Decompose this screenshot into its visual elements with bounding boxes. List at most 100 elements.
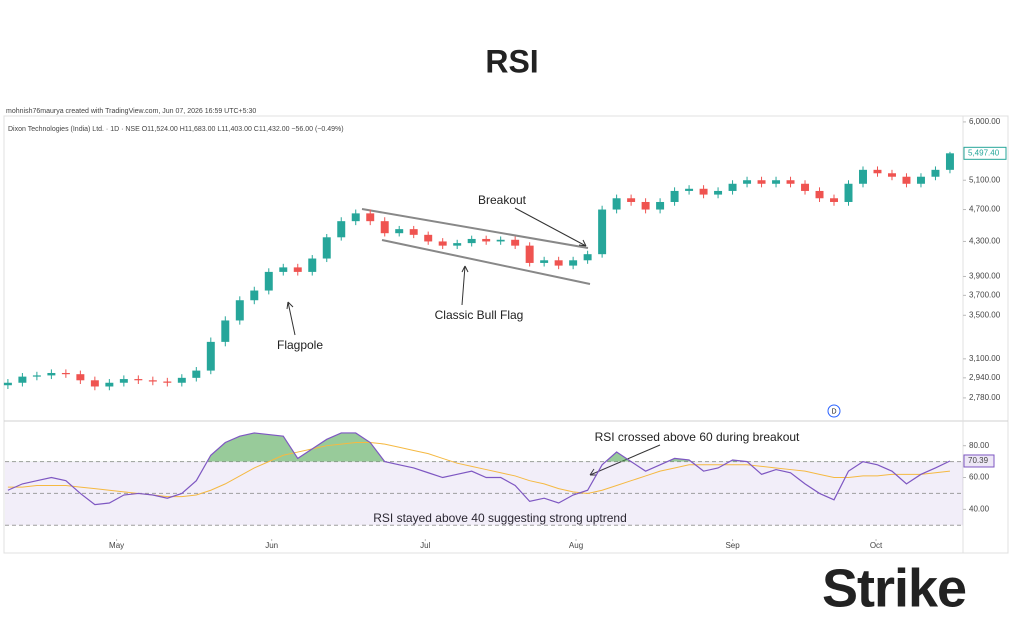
arrow [286,301,296,336]
y-tick-label: 2,940.00 [969,373,1001,382]
annotation: Classic Bull Flag [435,308,524,322]
annotation: RSI crossed above 60 during breakout [595,430,800,444]
rsi-line [7,432,951,506]
candle-body [583,254,592,261]
candle-body [453,243,462,246]
candle-body [931,169,940,177]
candle-body [757,180,766,184]
y-tick-label: 4,300.00 [969,237,1001,246]
candle-body [612,198,621,210]
candle-body [380,221,389,234]
candle-body [148,380,157,382]
candle-body [830,198,838,202]
flag-lower [381,239,591,285]
candle-body [786,180,795,184]
candle-body [308,258,317,272]
candle-body [801,183,810,191]
annotation: RSI stayed above 40 suggesting strong up… [373,511,627,525]
candle-body [119,379,128,383]
candle-body [279,267,288,272]
x-tick-label: Sep [725,541,740,550]
candle-body [641,201,650,210]
candle-body [743,180,752,184]
candle-body [134,379,143,381]
candle-body [902,176,911,184]
candle-body [815,190,824,199]
candle-body [409,229,418,235]
candle-body [395,229,404,234]
x-tick-label: Jul [420,541,430,550]
candle-body [163,381,172,383]
annotation: Flagpole [277,338,323,352]
candle-body [235,300,244,321]
candle-body [728,183,737,191]
y-tick-label: 3,500.00 [969,310,1001,319]
candle-body [105,382,114,387]
y-tick-label: 80.00 [969,441,990,450]
candle-body [945,153,954,170]
value-label: 70.39 [968,456,989,465]
candle-body [221,320,230,342]
x-tick-label: Jun [265,541,278,550]
candle-body [61,372,70,375]
last-price-label: 5,497.40 [968,148,1000,157]
chart-title: RSI [485,43,538,79]
candle-body [206,341,215,371]
candle-body [699,188,708,195]
candle-body [873,169,882,174]
annotation: Breakout [478,193,527,207]
event-marker-label: D [831,408,836,415]
y-tick-label: 3,900.00 [969,272,1001,281]
y-tick-label: 2,780.00 [969,393,1001,402]
candle-body [90,380,99,387]
x-tick-label: Aug [569,541,583,550]
candle-body [76,374,85,381]
candle-body [351,213,360,222]
candle-body [887,173,896,177]
overbought-fill [207,432,950,462]
candle-body [192,370,201,378]
y-tick-label: 6,000.00 [969,117,1001,126]
candle-body [554,260,563,266]
candle-body [496,239,505,242]
y-tick-label: 3,700.00 [969,290,1001,299]
candle-body [366,213,375,222]
event-marker [827,404,841,418]
y-tick-label: 5,100.00 [969,175,1001,184]
x-tick-label: Oct [870,541,883,550]
credit: mohnish76maurya created with TradingView… [6,108,256,115]
candle-body [293,267,302,272]
candle-body [627,198,636,202]
candle-body [772,180,781,184]
last-price-tag [963,146,1007,160]
candle-body [670,190,679,202]
pane-border [3,115,1009,554]
brand-logo: Strike [822,558,966,618]
candle-body [424,234,433,242]
candle-body [598,209,607,255]
y-tick-label: 40.00 [969,504,990,513]
candle-body [916,176,925,184]
candle-body [685,188,694,191]
candle-body [844,183,853,202]
candle-body [337,221,346,238]
arrow [461,265,469,306]
candle-body [656,201,665,210]
value-tag [963,454,995,468]
candle-body [18,376,27,383]
candle-body [525,245,534,263]
candle-body [32,375,41,377]
candle-body [467,238,476,244]
y-tick-label: 60.00 [969,473,990,482]
candle-body [250,290,259,301]
candle-body [540,260,549,263]
candle-body [511,239,520,246]
candle-body [322,237,331,259]
candle-body [569,260,578,266]
y-tick-label: 3,100.00 [969,354,1001,363]
candle-body [3,382,12,386]
flag-upper [361,208,589,249]
candle-body [177,377,186,383]
arrow [514,207,587,247]
